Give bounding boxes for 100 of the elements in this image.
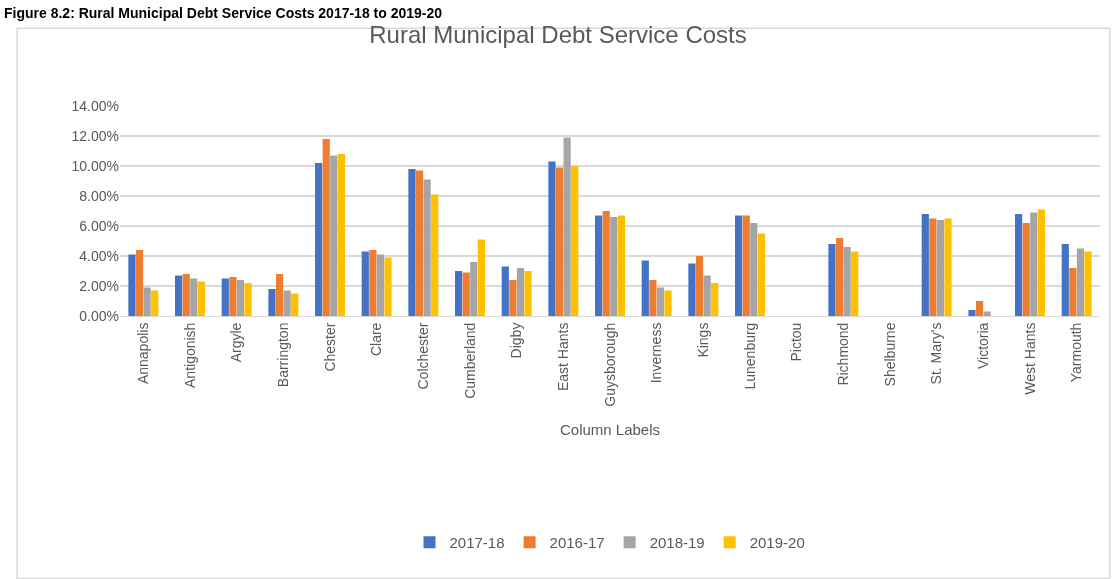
x-tick-label: Cumberland (461, 322, 478, 399)
bar (1061, 244, 1069, 316)
x-tick-label: Chester (321, 322, 338, 372)
x-tick-label: Digby (508, 322, 525, 359)
legend-label: 2017-18 (449, 534, 505, 552)
bar (143, 287, 151, 316)
bar (968, 310, 976, 316)
bar (455, 271, 463, 316)
bar (275, 274, 284, 316)
bar (757, 233, 765, 316)
bar (369, 250, 377, 316)
bar (828, 244, 836, 316)
bar (501, 266, 509, 316)
bar (1015, 214, 1023, 316)
y-tick-label: 14.00% (71, 97, 119, 114)
x-tick-label: Shelburne (881, 322, 898, 387)
bar (330, 155, 338, 316)
bar (835, 238, 844, 316)
bar (703, 275, 711, 316)
bar (221, 278, 229, 316)
bar (315, 163, 323, 316)
bar (135, 250, 144, 316)
bar (610, 217, 618, 316)
x-tick-label: Richmond (834, 322, 851, 386)
bar (656, 287, 665, 316)
bar (1030, 212, 1038, 316)
bar (641, 260, 649, 316)
bar (229, 277, 237, 316)
bar (735, 215, 743, 316)
chart-title: Rural Municipal Debt Service Costs (369, 20, 747, 48)
x-axis-title: Column Labels (559, 420, 661, 438)
bar (477, 239, 485, 316)
bar (1022, 223, 1030, 316)
bar (595, 215, 603, 316)
x-tick-label: Argyle (228, 322, 245, 363)
bar (423, 179, 431, 316)
bar (376, 254, 385, 316)
bar (337, 154, 345, 316)
bar (190, 278, 198, 316)
x-tick-label: Yarmouth (1068, 322, 1085, 383)
bar (742, 215, 750, 316)
bar (384, 257, 392, 316)
x-tick-label: Inverness (648, 322, 665, 384)
bar (128, 254, 136, 316)
x-tick-label: East Hants (554, 322, 571, 392)
bar (750, 223, 758, 316)
bar (711, 283, 719, 316)
bar (1076, 248, 1085, 316)
bar (936, 220, 945, 316)
bar (524, 271, 532, 316)
legend-label: 2016-17 (549, 534, 605, 552)
x-tick-label: Clare (368, 322, 385, 357)
x-tick-label: Guysborough (601, 322, 618, 407)
bar (695, 256, 704, 316)
bar (921, 214, 929, 316)
y-tick-label: 12.00% (71, 127, 119, 144)
bar (431, 194, 439, 316)
bar (283, 290, 291, 316)
x-tick-label: Antigonish (181, 322, 198, 388)
bar (462, 272, 470, 316)
caption: Figure 8.2: Rural Municipal Debt Service Costs 2017-18 to 2019-20 (4, 5, 443, 21)
bar (617, 215, 625, 316)
bar (291, 293, 299, 316)
bar (929, 218, 937, 316)
bar (361, 251, 369, 316)
bar (268, 289, 276, 316)
bar (197, 281, 205, 316)
x-tick-label: West Hants (1021, 322, 1038, 395)
bar (182, 274, 190, 316)
bar (322, 139, 330, 316)
bar (244, 283, 252, 316)
bar (649, 280, 657, 316)
bar (664, 290, 672, 316)
bar (851, 251, 859, 316)
x-tick-label: Barrington (274, 322, 291, 388)
legend-label: 2019-20 (749, 534, 805, 552)
bar (408, 169, 416, 316)
bar (944, 218, 952, 316)
bar (1069, 268, 1077, 316)
bar (151, 290, 159, 316)
bar (470, 262, 478, 316)
bar (975, 301, 984, 316)
bar (843, 247, 851, 316)
y-tick-label: 10.00% (71, 157, 119, 174)
bar (563, 137, 571, 316)
bar (175, 275, 183, 316)
y-tick-label: 8.00% (79, 187, 119, 204)
y-tick-label: 0.00% (79, 307, 119, 324)
bar (602, 211, 610, 316)
x-tick-label: Colchester (414, 322, 431, 390)
y-tick-label: 4.00% (79, 247, 119, 264)
y-tick-label: 6.00% (79, 217, 119, 234)
bar (1084, 251, 1092, 316)
x-tick-label: Kings (694, 322, 711, 358)
legend-label: 2018-19 (649, 534, 705, 552)
bar (1037, 209, 1045, 316)
bar (688, 263, 696, 316)
x-tick-label: Annapolis (134, 322, 151, 385)
bar (571, 166, 579, 316)
bar (516, 268, 525, 316)
